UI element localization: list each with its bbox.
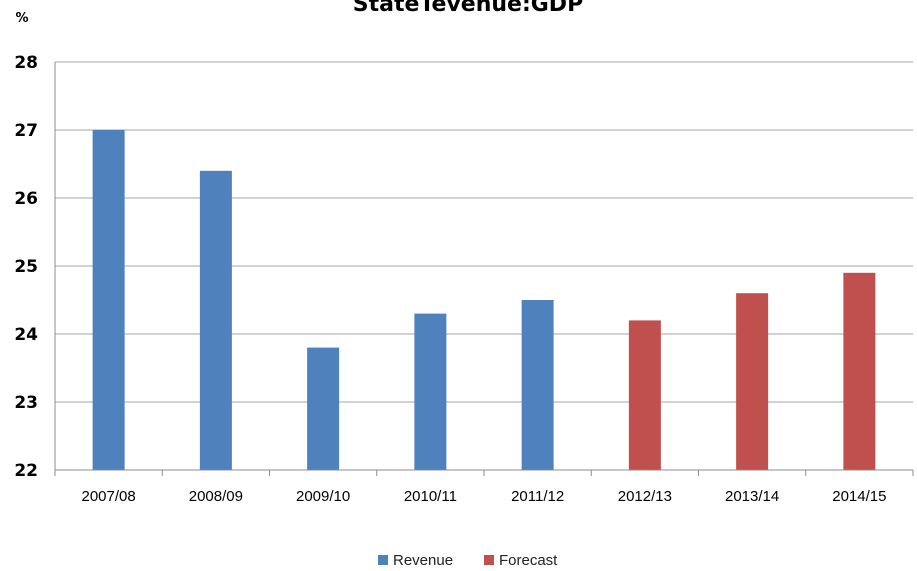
x-tick-label: 2007/08 [82, 488, 136, 505]
bar-forecast-2013-14 [736, 293, 769, 470]
x-tick-label: 2009/10 [296, 488, 350, 505]
x-axis-ticks: 2007/08 2008/09 2009/10 2010/11 2011/12 2012/… [82, 488, 887, 505]
y-tick-label: 23 [14, 393, 38, 413]
bar-revenue-2009-10 [307, 347, 340, 470]
bar-revenue-2010-11 [414, 313, 447, 470]
bar-forecast-2014-15 [843, 272, 876, 470]
y-tick-label: 28 [14, 53, 38, 73]
axes [54, 62, 914, 476]
legend: Revenue Forecast [378, 552, 558, 569]
x-tick-label: 2012/13 [618, 488, 672, 505]
legend-label-forecast: Forecast [499, 552, 558, 569]
y-tick-label: 22 [14, 461, 38, 481]
y-tick-label: 27 [14, 121, 38, 141]
x-tick-label: 2008/09 [189, 488, 243, 505]
legend-swatch-forecast [484, 555, 494, 565]
bar-revenue-2008-09 [199, 170, 232, 471]
gridlines [55, 61, 913, 403]
legend-swatch-revenue [378, 555, 388, 565]
x-tick-label: 2010/11 [404, 488, 457, 505]
bar-revenue-2007-08 [92, 130, 125, 470]
legend-label-revenue: Revenue [393, 552, 453, 569]
x-tick-label: 2013/14 [725, 488, 779, 505]
x-tick-label: 2011/12 [511, 488, 564, 505]
bar-revenue-2011-12 [521, 300, 554, 470]
y-axis-unit-label: % [15, 11, 28, 26]
bar-forecast-2012-13 [628, 320, 661, 470]
y-tick-label: 25 [14, 257, 38, 277]
x-tick-label: 2014/15 [832, 488, 886, 505]
bars [92, 130, 876, 471]
y-tick-label: 24 [14, 325, 38, 345]
chart-title: StateTevenue:GDP [353, 0, 583, 17]
y-tick-label: 26 [14, 189, 38, 209]
y-axis-ticks: 22 23 24 25 26 27 28 [14, 53, 38, 481]
